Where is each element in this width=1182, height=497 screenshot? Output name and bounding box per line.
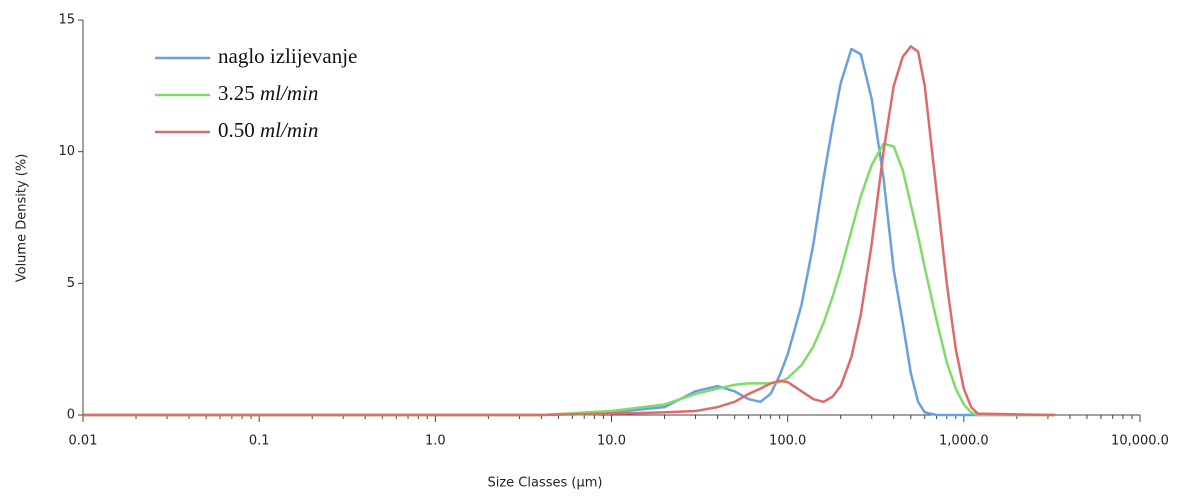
x-tick-label: 100.0 <box>769 434 806 449</box>
y-tick-label: 15 <box>58 13 75 28</box>
series-line <box>83 142 1056 417</box>
x-tick-label: 1,000.0 <box>939 434 989 449</box>
x-axis-label: Size Classes (µm) <box>487 476 602 491</box>
x-tick-label: 0.01 <box>69 434 98 449</box>
y-tick-label: 5 <box>67 276 75 291</box>
legend-label-part: 0.50 <box>218 118 260 142</box>
legend-label: 0.50 ml/min <box>218 118 318 142</box>
legend-label-part: ml/min <box>260 81 318 105</box>
x-tick-label: 1.0 <box>425 434 446 449</box>
legend-label: 3.25 ml/min <box>218 81 318 105</box>
y-axis-label: Volume Density (%) <box>15 154 30 283</box>
series-line <box>83 45 1056 417</box>
legend-label-part: 3.25 <box>218 81 260 105</box>
x-tick-label: 0.1 <box>249 434 270 449</box>
y-tick-label: 10 <box>58 144 75 159</box>
x-tick-label: 10.0 <box>597 434 626 449</box>
y-tick-label: 0 <box>67 408 75 423</box>
legend-label: naglo izlijevanje <box>218 44 357 68</box>
legend-label-part: ml/min <box>260 118 318 142</box>
x-tick-label: 10,000.0 <box>1111 434 1169 449</box>
